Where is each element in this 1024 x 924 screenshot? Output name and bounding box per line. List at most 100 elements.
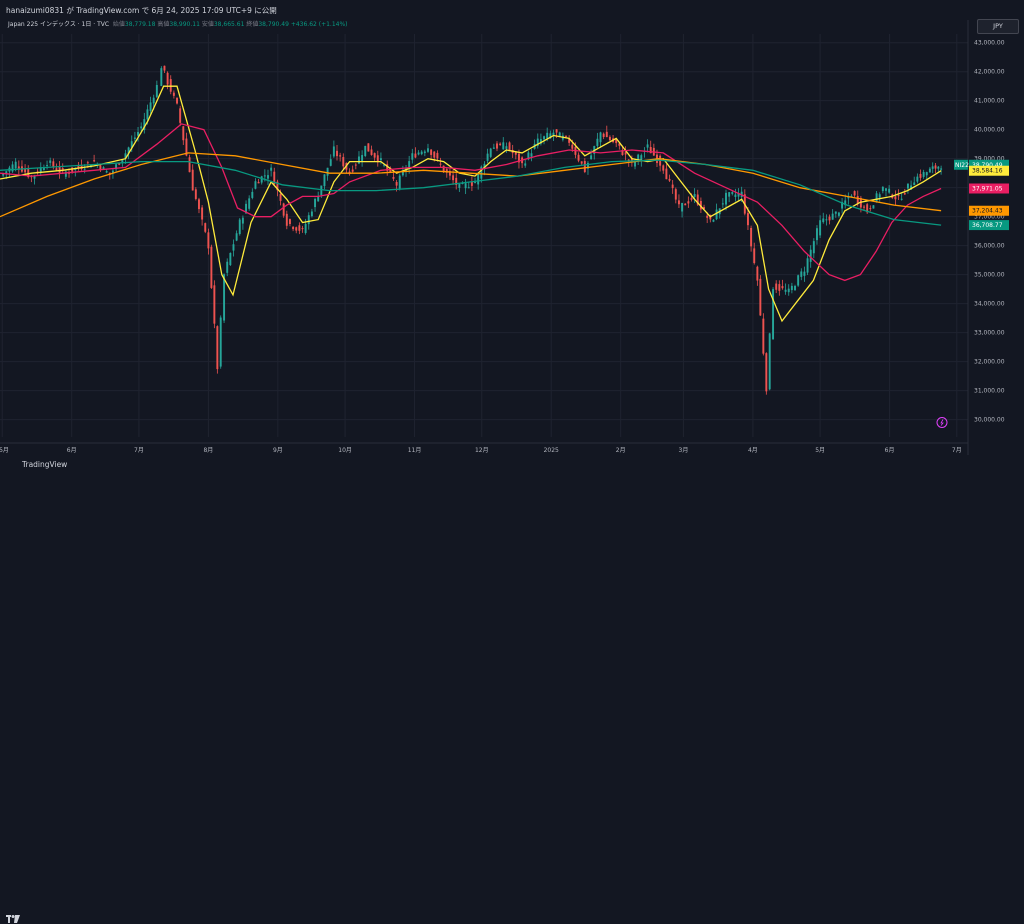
candle-body xyxy=(856,196,859,204)
candle-body xyxy=(627,159,630,161)
candle-body xyxy=(342,157,345,167)
candle-body xyxy=(480,166,483,179)
candle-body xyxy=(499,143,502,146)
candle-body xyxy=(527,152,530,160)
candle-body xyxy=(778,284,781,291)
candle-body xyxy=(474,182,477,184)
candle-body xyxy=(715,209,718,220)
candle-body xyxy=(288,219,291,224)
candle-body xyxy=(320,185,323,196)
candle-body xyxy=(577,154,580,161)
candle-body xyxy=(558,132,561,137)
candle-body xyxy=(910,185,913,190)
candle-body xyxy=(332,146,335,157)
time-tick-label: 2025 xyxy=(544,447,559,454)
candle-body xyxy=(772,289,775,340)
candle-body xyxy=(489,148,492,157)
candle-body xyxy=(496,143,498,149)
candle-body xyxy=(677,200,680,205)
candle-body xyxy=(395,182,398,186)
time-tick-label: 6月 xyxy=(67,447,77,454)
candle-body xyxy=(809,249,812,262)
candle-body xyxy=(931,166,934,169)
candle-body xyxy=(640,155,643,162)
candle-body xyxy=(599,132,602,143)
lightning-bolt xyxy=(940,419,944,426)
candle-body xyxy=(90,165,92,168)
candle-body xyxy=(765,353,768,392)
candle-body xyxy=(863,206,865,208)
candle-body xyxy=(937,166,940,169)
candle-body xyxy=(213,285,216,324)
price-tag-value: 38,584.16 xyxy=(972,168,1003,175)
legend-close-label: 終値 xyxy=(246,21,259,28)
candle-body xyxy=(204,223,207,232)
candle-body xyxy=(207,232,210,249)
price-tag-value: 38,790.49 xyxy=(972,162,1003,169)
candle-body xyxy=(219,317,222,367)
candle-body xyxy=(336,150,338,157)
candle-body xyxy=(743,194,746,214)
currency-button[interactable]: JPY xyxy=(977,19,1019,34)
candle-body xyxy=(593,146,596,154)
candle-body xyxy=(99,165,102,171)
candle-body xyxy=(317,196,320,202)
candle-body xyxy=(17,166,20,169)
price-tag-symbol: NI225 xyxy=(955,162,973,169)
candle-body xyxy=(759,278,762,316)
candle-body xyxy=(756,266,759,281)
candle-body xyxy=(859,197,862,208)
candle-body xyxy=(831,213,834,220)
candle-body xyxy=(866,204,869,213)
candle-body xyxy=(140,126,143,129)
candle-body xyxy=(894,196,897,200)
candle-body xyxy=(188,157,191,173)
candle-body xyxy=(703,207,706,210)
candle-body xyxy=(486,153,489,161)
candle-body xyxy=(580,161,583,164)
legend-symbol: Japan 225 インデックス · 1日 · TVC xyxy=(8,21,110,28)
candle-body xyxy=(61,168,64,170)
candle-body xyxy=(229,252,232,266)
candle-body xyxy=(329,159,332,166)
candle-body xyxy=(847,197,850,199)
candle-body xyxy=(762,318,765,354)
candle-body xyxy=(684,203,687,206)
candle-body xyxy=(897,195,900,197)
candle-body xyxy=(102,167,105,170)
candle-body xyxy=(185,138,188,156)
candle-body xyxy=(878,194,881,198)
publish-line: hanaizumi0831 が TradingView.com で 6月 24,… xyxy=(6,6,277,15)
footer-bar: TradingView xyxy=(0,456,1024,923)
candle-body xyxy=(191,169,194,191)
candle-body xyxy=(725,192,727,205)
candle-body xyxy=(414,153,417,158)
candle-body xyxy=(621,150,624,156)
price-chart[interactable]: 30,000.00 31,000.00 32,000.00 33,000.00 34,0… xyxy=(0,0,1024,474)
candle-body xyxy=(590,155,593,160)
candle-body xyxy=(80,165,83,170)
candle-body xyxy=(555,129,558,133)
candle-body xyxy=(58,166,61,173)
time-tick-label: 2月 xyxy=(616,447,626,454)
price-tag-bg xyxy=(969,220,1009,231)
candle-body xyxy=(298,225,301,231)
candle-body xyxy=(583,160,586,172)
candle-body xyxy=(448,170,451,176)
candle-body xyxy=(517,153,520,163)
candle-body xyxy=(671,184,674,189)
candle-body xyxy=(166,72,169,85)
time-tick-label: 10月 xyxy=(338,447,352,454)
candle-body xyxy=(624,152,627,155)
candle-body xyxy=(257,181,260,184)
time-tick-label: 9月 xyxy=(273,447,283,454)
candle-body xyxy=(549,133,552,138)
candle-body xyxy=(803,271,806,276)
candle-body xyxy=(401,170,404,176)
candle-body xyxy=(934,165,937,169)
candle-body xyxy=(668,178,671,181)
candle-body xyxy=(339,155,342,157)
candle-body xyxy=(696,194,699,205)
price-tick-label: 34,000.00 xyxy=(974,301,1005,308)
candle-body xyxy=(8,167,11,172)
